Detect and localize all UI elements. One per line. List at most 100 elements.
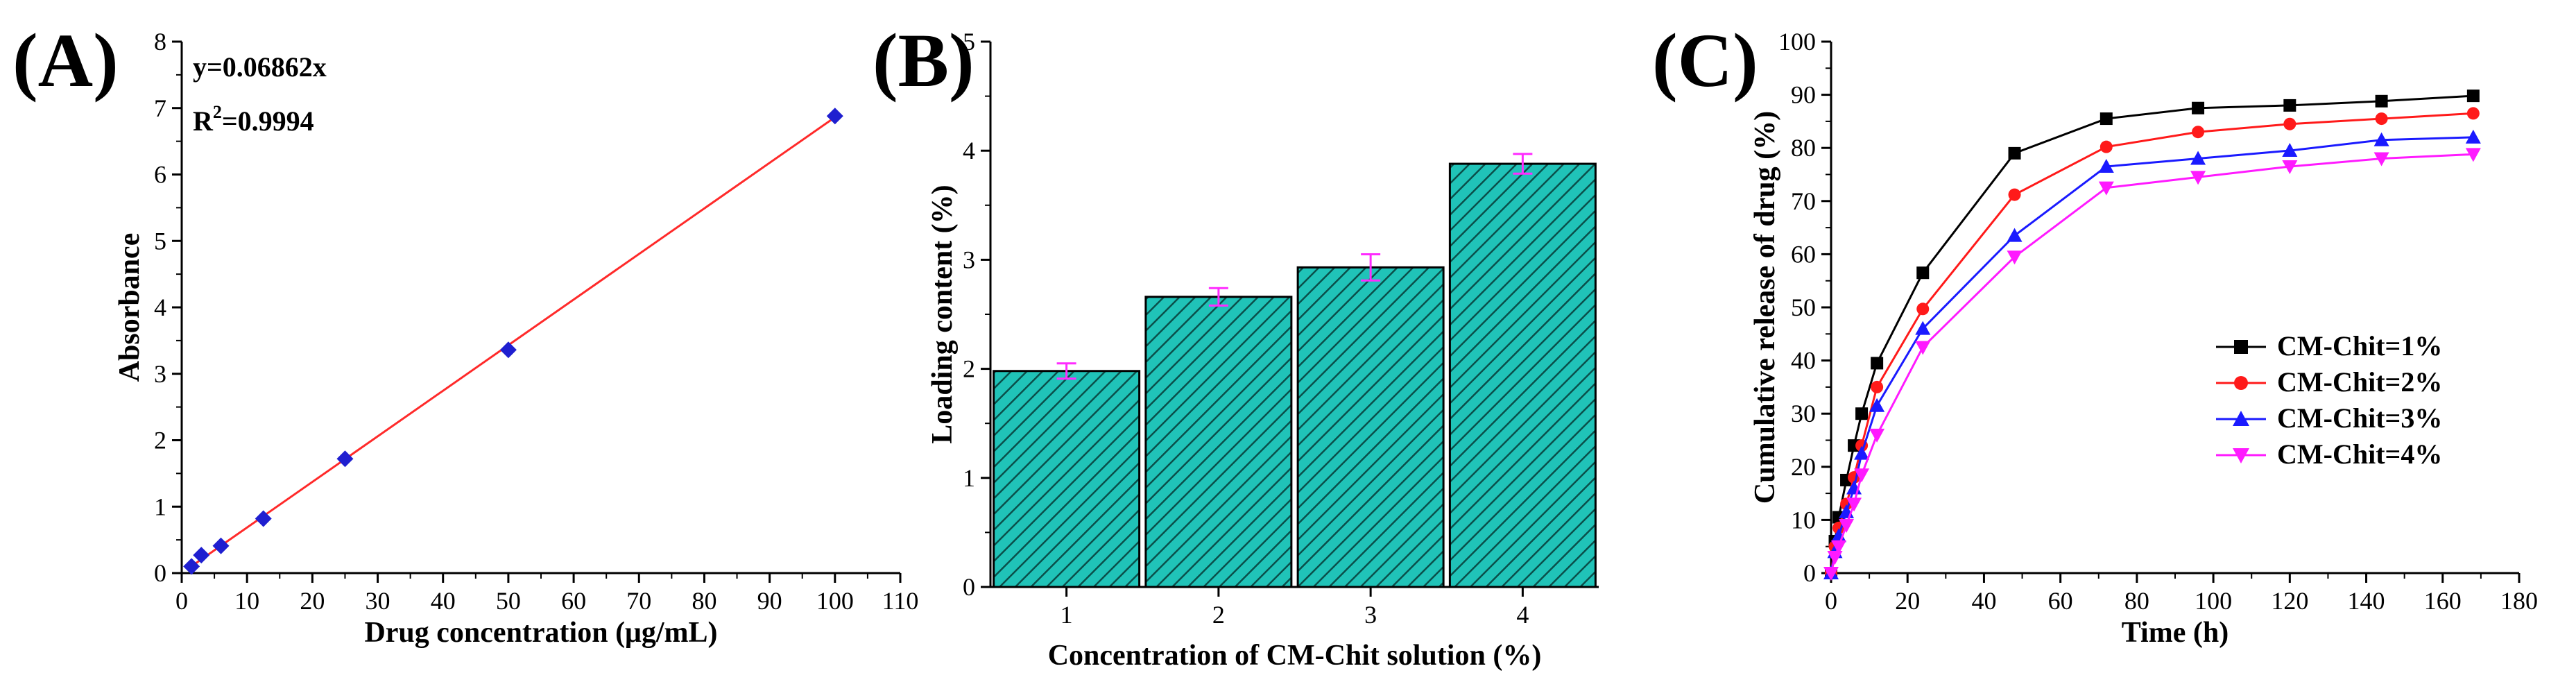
data-point (2375, 94, 2388, 108)
y-tick-label: 20 (1791, 453, 1816, 481)
data-point (2192, 101, 2205, 114)
y-tick-label: 60 (1791, 240, 1816, 268)
bar (993, 370, 1141, 588)
x-axis-title: Concentration of CM-Chit solution (%) (1048, 640, 1542, 672)
y-tick-label: 50 (1791, 293, 1816, 321)
y-tick-label: 10 (1791, 506, 1816, 534)
data-point (1823, 567, 1839, 581)
panel-a-r2-label: R (193, 105, 214, 137)
y-tick-label: 5 (963, 28, 975, 56)
data-point (255, 510, 272, 527)
y-tick-label: 30 (1791, 400, 1816, 427)
data-point (1916, 266, 1930, 280)
data-point (2233, 411, 2249, 426)
y-tick-label: 0 (1803, 559, 1816, 587)
y-tick-label: 3 (963, 246, 975, 273)
x-tick-label: 180 (2500, 587, 2538, 615)
data-point (2233, 448, 2249, 463)
panel-a-chart: (A) y=0.06862x R2=0.9994 012345678Absorb… (12, 18, 918, 649)
x-tick-label: 60 (2048, 587, 2073, 615)
data-point (2283, 117, 2296, 130)
data-point (1855, 407, 1869, 420)
x-tick-label: 80 (2124, 587, 2149, 615)
data-point (2373, 152, 2389, 167)
y-tick-label: 70 (1791, 187, 1816, 215)
fit-line (191, 116, 836, 568)
data-point (2282, 143, 2298, 157)
y-axis-title: Absorbance (114, 233, 146, 382)
y-tick-label: 7 (154, 94, 166, 122)
y-tick-label: 4 (963, 137, 975, 164)
y-tick-label: 40 (1791, 347, 1816, 375)
data-point (2375, 112, 2388, 126)
x-tick-label: 0 (175, 587, 188, 615)
data-point (1869, 428, 1885, 443)
data-point (2192, 126, 2205, 139)
x-tick-label: 4 (1516, 601, 1529, 629)
data-point (1869, 398, 1885, 412)
data-point (1846, 497, 1862, 512)
y-axis-title: Loading content (%) (927, 185, 959, 443)
data-point (2098, 159, 2114, 173)
data-point (826, 108, 843, 125)
data-point (2466, 90, 2480, 103)
y-axis-title: Cumulative release of drug (%) (1749, 111, 1781, 504)
x-tick-label: 100 (2195, 587, 2232, 615)
data-point (2190, 171, 2206, 185)
data-point (2190, 151, 2206, 165)
data-point (2098, 181, 2114, 196)
panel-b-chart: (B) 0 1 2 3 4 5 Loading content (%) Concentrati… (873, 18, 1599, 672)
x-tick-label: 100 (816, 587, 854, 615)
data-point (1827, 551, 1843, 565)
panel-a-r2-value: =0.9994 (222, 105, 314, 137)
x-axis-title: Time (h) (2122, 617, 2229, 649)
x-tick-label: 1 (1061, 601, 1073, 629)
y-tick-label: 3 (154, 360, 166, 388)
legend-label: CM-Chit=2% (2277, 366, 2442, 398)
data-point (2234, 340, 2248, 354)
y-tick-label: 1 (963, 464, 975, 492)
y-tick-label: 4 (154, 293, 166, 321)
legend-label: CM-Chit=1% (2277, 330, 2442, 361)
data-point (2100, 112, 2113, 126)
data-point (2008, 146, 2021, 160)
y-tick-label: 2 (154, 427, 166, 454)
panel-b-label: (B) (873, 18, 974, 103)
data-point (2008, 188, 2021, 201)
data-point (1871, 380, 1884, 393)
y-tick-label: 1 (154, 493, 166, 520)
y-tick-label: 6 (154, 161, 166, 189)
panel-a-r2: R2=0.9994 (193, 102, 314, 137)
data-point (499, 341, 517, 359)
data-point (2234, 376, 2248, 390)
panel-c-chart: (C) 0 10 20 30 40 50 60 70 80 90 100 Cumulative rel… (1652, 18, 2538, 649)
x-tick-label: 80 (692, 587, 716, 615)
data-point (2465, 129, 2481, 144)
y-tick-label: 100 (1778, 28, 1816, 56)
legend-box (2206, 332, 2518, 487)
y-tick-label: 0 (154, 559, 166, 587)
data-point (2465, 148, 2481, 162)
y-tick-label: 8 (154, 28, 166, 56)
data-point (1915, 321, 1931, 335)
data-point (2100, 140, 2113, 153)
data-point (183, 558, 200, 575)
data-point (336, 450, 354, 468)
panel-c-label: (C) (1652, 18, 1758, 103)
x-tick-label: 2 (1212, 601, 1225, 629)
x-tick-label: 120 (2271, 587, 2308, 615)
x-tick-label: 20 (1895, 587, 1920, 615)
data-point (1854, 445, 1870, 460)
data-point (2373, 132, 2389, 146)
data-point (1915, 341, 1931, 355)
x-tick-label: 140 (2348, 587, 2385, 615)
legend-label: CM-Chit=4% (2277, 438, 2442, 470)
y-tick-label: 80 (1791, 134, 1816, 162)
panel-a-r2-sup: 2 (213, 102, 222, 122)
data-point (2466, 107, 2480, 120)
x-tick-label: 70 (626, 587, 651, 615)
panel-a-label: (A) (12, 18, 119, 103)
x-tick-label: 40 (431, 587, 456, 615)
panel-a-equation: y=0.06862x (193, 51, 327, 83)
data-point (193, 547, 210, 564)
